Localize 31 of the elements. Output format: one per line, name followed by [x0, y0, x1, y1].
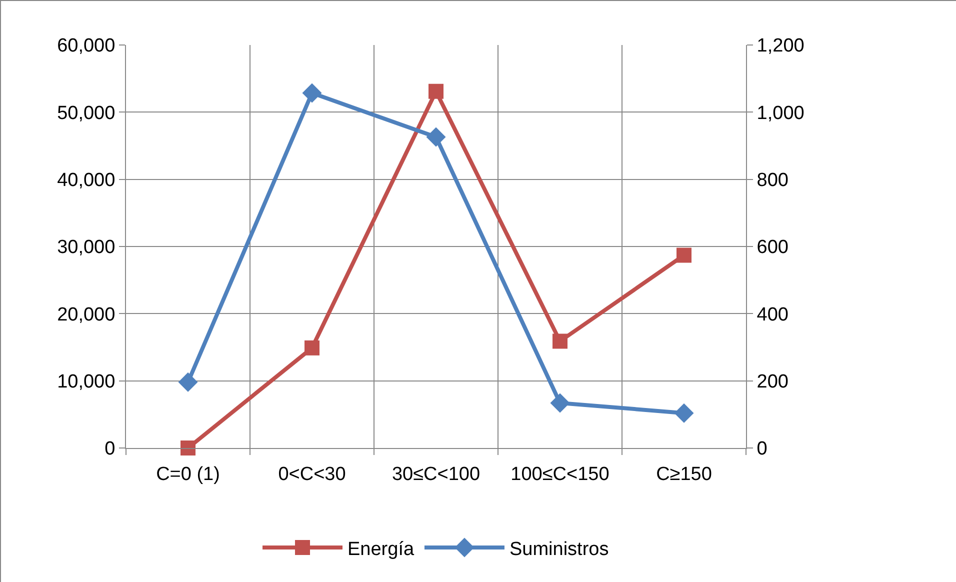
- y2-tick-label: 0: [756, 438, 768, 460]
- y-tick-label: 20,000: [57, 304, 116, 326]
- x-tick-label: 100≤C<150: [510, 464, 610, 485]
- legend-label: Energía: [348, 538, 414, 560]
- point: [428, 84, 444, 99]
- point: [304, 340, 320, 356]
- point: [302, 83, 322, 103]
- y-tick-label: 40,000: [57, 170, 116, 191]
- x-tick-label: C=0 (1): [156, 464, 220, 485]
- legend-label: Suministros: [509, 538, 609, 560]
- y-tick-label: 50,000: [57, 102, 116, 124]
- x-tick-label: 0<C<30: [278, 464, 346, 485]
- point: [178, 372, 198, 392]
- y-tick-label: 30,000: [57, 237, 116, 258]
- y2-tick-label: 1,000: [756, 102, 804, 124]
- point: [674, 403, 694, 423]
- y2-tick-label: 600: [756, 237, 789, 258]
- x-tick-label: C≥150: [656, 464, 712, 485]
- point: [550, 393, 570, 413]
- point: [426, 127, 446, 147]
- y-tick-label: 10,000: [57, 371, 116, 392]
- y2-tick-label: 200: [756, 371, 789, 392]
- point: [676, 248, 692, 263]
- y-tick-label: 60,000: [57, 36, 116, 57]
- point: [180, 440, 196, 456]
- y2-tick-label: 400: [756, 304, 789, 326]
- y2-tick-label: 1,200: [756, 36, 804, 57]
- y-tick-label: 0: [104, 438, 116, 460]
- y2-tick-label: 800: [756, 170, 789, 191]
- x-tick-label: 30≤C<100: [392, 464, 480, 485]
- point: [552, 334, 568, 349]
